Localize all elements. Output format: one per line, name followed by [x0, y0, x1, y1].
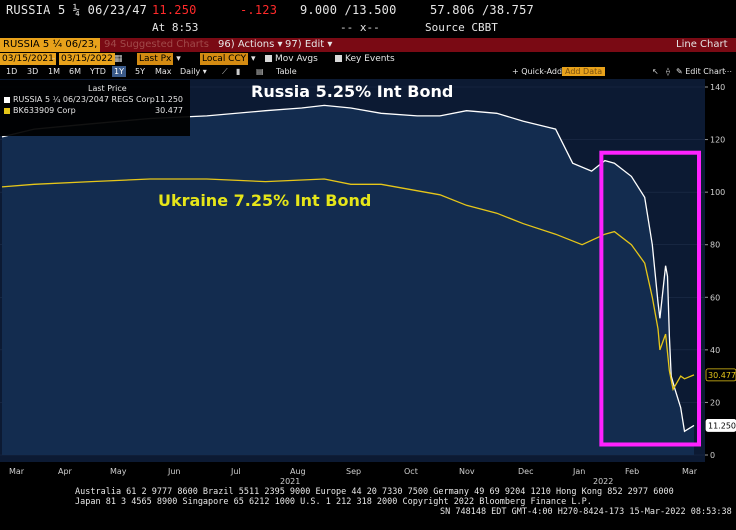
legend-value-1: 11.250: [155, 95, 183, 104]
ruler-icon[interactable]: ⟠: [666, 67, 670, 76]
gear-icon: ✎: [676, 67, 683, 76]
line-style-icon[interactable]: ⟋: [222, 67, 228, 76]
bar-style-icon[interactable]: ▮: [236, 67, 241, 76]
x-tick-label: Nov: [459, 467, 475, 476]
table-icon[interactable]: ▤: [256, 67, 264, 76]
mov-avgs-toggle[interactable]: Mov Avgs: [265, 53, 318, 65]
x-tick-label: Dec: [518, 467, 534, 476]
x-year-label: 2022: [593, 477, 614, 486]
x-tick-label: Jan: [573, 467, 586, 476]
y-tick-label: 120: [710, 136, 725, 145]
y-axis-panel: [705, 79, 736, 462]
actions-label: Actions: [237, 39, 275, 50]
high-low: 57.806 /38.757: [430, 3, 534, 17]
frequency-select[interactable]: Daily ▾: [180, 67, 207, 76]
key-events-toggle[interactable]: Key Events: [335, 53, 395, 65]
command-bar: [0, 38, 736, 52]
checkbox-icon: [335, 55, 342, 62]
last-value-text-2: 11.250: [708, 421, 736, 430]
y-tick-label: 20: [710, 398, 720, 407]
date-separator: -: [52, 54, 56, 64]
y-tick-label: 0: [710, 451, 715, 460]
actions-menu[interactable]: 96) Actions ▾: [218, 39, 283, 50]
calendar-icon[interactable]: ▦: [114, 54, 123, 64]
footer-line-2: Japan 81 3 4565 8900 Singapore 65 6212 1…: [75, 497, 592, 507]
y-tick-label: 80: [710, 241, 720, 250]
legend-header: Last Price: [88, 84, 127, 93]
y-tick-label: 60: [710, 293, 720, 302]
settings-icon[interactable]: ⋯: [724, 67, 732, 76]
security-field[interactable]: RUSSIA 5 ¼ 06/23,: [0, 38, 101, 52]
ukraine-annotation: Ukraine 7.25% Int Bond: [158, 191, 372, 210]
x-tick-label: Mar: [682, 467, 698, 476]
start-date-field[interactable]: 03/15/2021: [0, 53, 56, 65]
range-YTD[interactable]: YTD: [90, 67, 106, 76]
add-data-field[interactable]: Add Data: [562, 66, 606, 77]
legend-swatch-white: [4, 96, 10, 103]
last-price: 11.250: [152, 3, 197, 17]
x-tick-label: Oct: [404, 467, 418, 476]
legend-series-1[interactable]: RUSSIA 5 ¼ 06/23/2047 REGS Corp: [4, 95, 155, 104]
y-tick-label: 40: [710, 346, 720, 355]
chart-svg: 0 20 40 60 80 100 120 140 30.477 11.250: [0, 83, 736, 460]
series-line-2: [1, 178, 695, 392]
x-tick-label: Jun: [168, 467, 181, 476]
footer-line-3: SN 748148 EDT GMT-4:00 H270-8424-173 15-…: [440, 507, 732, 517]
checkbox-icon: [265, 55, 272, 62]
y-tick-label: 140: [710, 83, 725, 92]
highlight-box: [599, 150, 702, 447]
x-tick-label: Feb: [625, 467, 640, 476]
chevron-down-icon: ▾: [327, 39, 333, 50]
range-1M[interactable]: 1M: [48, 67, 60, 76]
legend-swatch-yellow: [4, 107, 10, 114]
legend-value-2: 30.477: [155, 106, 183, 115]
footer-line-1: Australia 61 2 9777 8600 Brazil 5511 239…: [75, 487, 674, 497]
currency-select[interactable]: Local CCY ▾: [200, 53, 256, 65]
table-button[interactable]: Table: [276, 67, 297, 76]
x-tick-label: Aug: [290, 467, 306, 476]
x-marker: -- x--: [340, 21, 380, 34]
edit-menu[interactable]: 97) Edit ▾: [285, 39, 333, 50]
x-year-label: 2021: [280, 477, 301, 486]
price-change: -.123: [240, 3, 278, 17]
last-value-text-1: 30.477: [708, 371, 736, 380]
chevron-down-icon: ▾: [277, 39, 283, 50]
range-6M[interactable]: 6M: [69, 67, 81, 76]
ticker-label: RUSSIA 5 ¼ 06/23/47: [6, 3, 148, 17]
end-date-field[interactable]: 03/15/2022: [59, 53, 115, 65]
range-1Y[interactable]: 1Y: [112, 66, 126, 77]
price-field-select[interactable]: Last Px ▾: [137, 53, 181, 65]
range-3D[interactable]: 3D: [27, 67, 39, 76]
x-tick-label: May: [110, 467, 127, 476]
legend-box: [0, 80, 190, 136]
series-line-1: [1, 104, 695, 433]
x-tick-label: Apr: [58, 467, 72, 476]
last-value-tag-2: [705, 419, 736, 432]
russia-annotation: Russia 5.25% Int Bond: [251, 82, 454, 101]
view-name: Line Chart: [676, 39, 728, 50]
last-value-tag-1: [705, 368, 736, 382]
edit-label: Edit: [304, 39, 325, 50]
series-area-1: [2, 105, 694, 456]
bid-ask: 9.000 /13.500: [300, 3, 397, 17]
range-Max[interactable]: Max: [155, 67, 172, 76]
quote-time: At 8:53: [152, 21, 199, 34]
pointer-icon[interactable]: ↖: [652, 67, 659, 76]
quick-add-button[interactable]: + Quick-Add ▾: [512, 67, 569, 76]
price-source: Source CBBT: [425, 21, 498, 34]
legend-series-2[interactable]: BK633909 Corp: [4, 106, 76, 115]
y-tick-label: 100: [710, 188, 725, 197]
range-5Y[interactable]: 5Y: [135, 67, 145, 76]
x-tick-label: Jul: [231, 467, 241, 476]
range-1D[interactable]: 1D: [6, 67, 18, 76]
suggested-charts-button[interactable]: 94 Suggested Charts: [104, 39, 209, 50]
edit-chart-button[interactable]: ✎ Edit Chart: [676, 67, 726, 76]
x-tick-label: Mar: [9, 467, 25, 476]
x-tick-label: Sep: [346, 467, 362, 476]
